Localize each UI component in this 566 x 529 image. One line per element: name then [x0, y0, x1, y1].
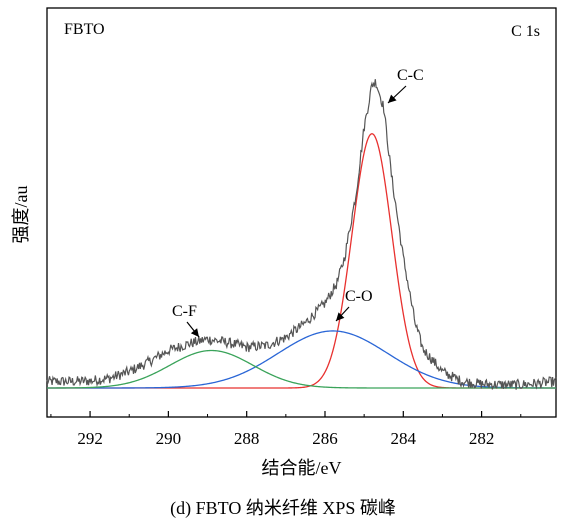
- fit-curve-c-o: [47, 330, 557, 389]
- peak-label: C-O: [345, 288, 373, 305]
- measured-spectrum: [46, 79, 557, 390]
- figure-caption: (d) FBTO 纳米纤维 XPS 碳峰: [170, 498, 396, 518]
- annotation-arrow-head: [336, 312, 345, 321]
- x-axis-label: 结合能/eV: [262, 458, 342, 478]
- fit-curve-c-f: [46, 349, 556, 389]
- x-tick-label: 284: [391, 429, 417, 448]
- y-axis-label: 强度/au: [11, 186, 31, 244]
- annotation-arrow-head: [190, 328, 199, 337]
- sample-label: FBTO: [64, 21, 105, 38]
- peak-label: C-C: [397, 67, 424, 84]
- region-label: C 1s: [511, 23, 540, 40]
- plot-frame: 292 290 288 286 284 282: [46, 7, 557, 448]
- annotation-arrow-head: [388, 94, 397, 103]
- peak-label: C-F: [172, 303, 197, 320]
- label-group: 结合能/eV 强度/au FBTO C 1s C-C C-O C-F: [11, 21, 540, 478]
- x-tick-label: 286: [312, 429, 338, 448]
- curve-group: [46, 79, 557, 390]
- fit-curve-c-c: [47, 133, 556, 389]
- x-tick-label: 288: [234, 429, 260, 448]
- x-tick-label: 282: [469, 429, 495, 448]
- x-tick-label: 290: [156, 429, 182, 448]
- xps-chart: 292 290 288 286 284 282 结合能/eV 强度/au FBTO C 1s C-…: [11, 7, 557, 478]
- x-tick-label: 292: [77, 429, 103, 448]
- plot-border: [46, 7, 557, 418]
